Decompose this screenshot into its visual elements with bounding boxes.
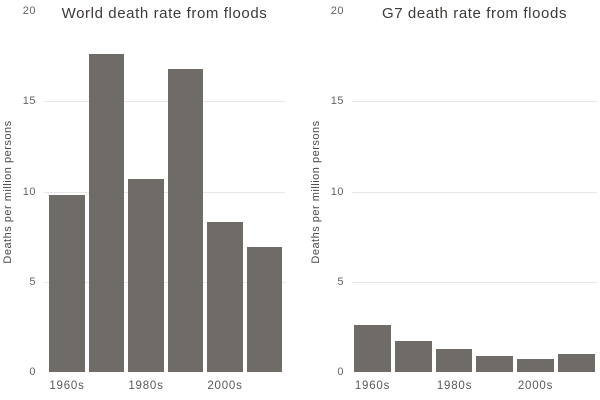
y-axis-tick-label: 20 <box>22 5 36 17</box>
bar-2010s <box>246 247 282 372</box>
gridline <box>44 101 285 103</box>
bars <box>354 11 595 372</box>
y-axis-tick-label: 15 <box>22 95 36 108</box>
y-axis-tick-label: 0 <box>337 366 344 378</box>
world-chart-panel: World death rate from floods Deaths per … <box>2 5 285 392</box>
bar-1960s <box>49 195 85 372</box>
y-axis-tick-label: 5 <box>337 275 344 288</box>
gridline <box>352 101 597 103</box>
y-axis-tick-label: 0 <box>29 366 36 378</box>
y-axis-tick-label: 5 <box>29 275 36 288</box>
y-axis-tick-label: 15 <box>330 95 344 108</box>
bar-1990s <box>167 68 203 372</box>
bar-1970s <box>394 341 432 372</box>
bar-2000s <box>207 222 243 372</box>
bar-2000s <box>517 359 555 372</box>
chart-title: G7 death rate from floods <box>381 5 568 22</box>
bars <box>49 11 282 372</box>
x-axis-tick-label: 1960s <box>49 380 85 392</box>
bar-1970s <box>88 54 124 372</box>
plot-area: Deaths per million persons 20 15 10 5 0 1960s… <box>310 5 597 392</box>
x-axis-tick-label: 1980s <box>128 380 164 392</box>
bar-1990s <box>476 355 514 372</box>
x-axis-tick-label: 2000s <box>207 380 243 392</box>
y-axis-tick-label: 10 <box>330 185 344 198</box>
bar-1980s <box>128 178 164 372</box>
gridline <box>44 281 285 283</box>
x-axis-tick-label: 1980s <box>436 380 473 392</box>
x-axis-tick-label: 1960s <box>354 380 391 392</box>
y-axis-tick-label: 10 <box>22 185 36 198</box>
y-axis-tick-label: 20 <box>330 5 344 17</box>
bar-2010s <box>558 353 595 372</box>
x-axis-tick-label: 2000s <box>517 380 554 392</box>
bar-1960s <box>354 325 391 372</box>
gridline <box>352 191 597 193</box>
chart-title: World death rate from floods <box>61 5 268 22</box>
g7-chart-panel: G7 death rate from floods Deaths per mil… <box>300 0 600 400</box>
plot-area: Deaths per million persons 20 15 10 5 0 1960s… <box>2 5 285 392</box>
gridline <box>44 191 285 193</box>
bar-1980s <box>435 348 473 372</box>
gridline <box>352 281 597 283</box>
